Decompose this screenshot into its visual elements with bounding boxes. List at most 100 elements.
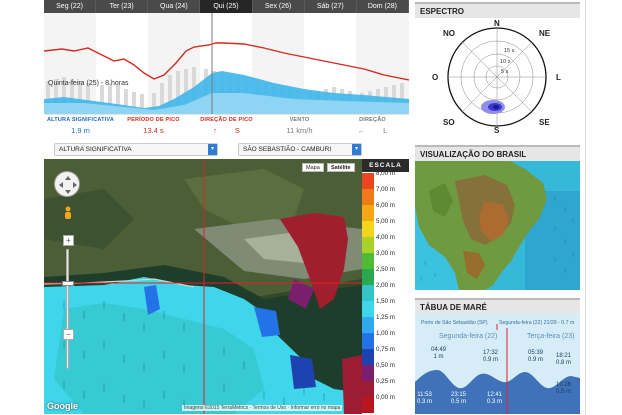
scale-swatch bbox=[362, 221, 374, 237]
tide-event-height: 0.9 m bbox=[483, 357, 499, 363]
period-value: 13.4 s bbox=[143, 126, 164, 135]
dir-no: NO bbox=[443, 29, 455, 38]
tab-day-2[interactable]: Qua (24) bbox=[148, 0, 201, 13]
tab-day-4[interactable]: Sex (26) bbox=[252, 0, 305, 13]
tide-event-1: 11:53 0.3 m bbox=[417, 392, 432, 406]
brasil-map[interactable] bbox=[415, 161, 580, 290]
app-window: Seg (22) Ter (23) Qua (24) Qui (25) Sex … bbox=[44, 0, 585, 415]
tide-event-7: 13:26 0.5 m bbox=[556, 382, 571, 396]
forecast-time-label: Quinta-feira (25) - 8 horas bbox=[48, 80, 129, 87]
scale-label: 2,50 m bbox=[376, 266, 395, 273]
summary-wind-direction: DIREÇÃO ← L bbox=[336, 115, 409, 137]
map-type-satellite[interactable]: Satélite bbox=[327, 163, 355, 172]
scale-label: 5,00 m bbox=[376, 218, 395, 225]
scale-swatch bbox=[362, 333, 374, 349]
tide-event-0: 04:49 1 m bbox=[431, 347, 446, 361]
map-type-mapa[interactable]: Mapa bbox=[302, 163, 324, 172]
brasil-panel: VISUALIZAÇÃO DO BRASIL bbox=[415, 145, 580, 290]
height-scale-legend: ESCALA 8,00 m 7,00 m 6,00 m 5,00 m 4,00 m 3,0… bbox=[362, 159, 409, 414]
scale-item: 2,00 m bbox=[362, 282, 409, 301]
scale-item: 5,00 m bbox=[362, 218, 409, 237]
zoom-out-button[interactable]: − bbox=[63, 329, 74, 340]
scale-swatch bbox=[362, 381, 374, 397]
zoom-in-button[interactable]: + bbox=[63, 235, 74, 246]
wave-map[interactable]: + − Mapa Satélite Google Imagens ©2015 T… bbox=[44, 159, 362, 414]
variable-select-value: ALTURA SIGNIFICATIVA bbox=[59, 146, 132, 153]
scale-item: 0,50 m bbox=[362, 362, 409, 381]
direction-value: S bbox=[234, 126, 240, 135]
tide-event-2: 17:32 0.9 m bbox=[483, 350, 498, 364]
tide-event-height: 0.5 m bbox=[556, 389, 572, 395]
location-select[interactable]: SÃO SEBASTIÃO - CAMBURI ▾ bbox=[238, 143, 362, 156]
tide-title: TÁBUA DE MARÉ bbox=[415, 298, 580, 314]
scale-label: 2,00 m bbox=[376, 282, 395, 289]
tide-event-time: 11:53 bbox=[417, 392, 432, 398]
tide-event-6: 18:21 0.8 m bbox=[556, 353, 571, 367]
forecast-chart[interactable] bbox=[44, 13, 409, 114]
scale-swatch bbox=[362, 237, 374, 253]
tide-day-left: Segunda-feira (22) bbox=[439, 333, 498, 340]
tide-event-time: 18:21 bbox=[556, 353, 572, 359]
tide-event-height: 0.8 m bbox=[556, 360, 572, 366]
summary-period: PERÍODO DE PICO 13.4 s bbox=[117, 115, 190, 137]
map-attribution[interactable]: Imagens ©2015 TerraMetrics · Termos de U… bbox=[182, 405, 343, 411]
tide-event-3: 23:15 0.5 m bbox=[451, 392, 466, 406]
scale-swatch bbox=[362, 397, 374, 413]
google-logo: Google bbox=[47, 401, 78, 411]
summary-direction: DIREÇÃO DE PICO ↑ S bbox=[190, 115, 263, 137]
zoom-slider-track[interactable] bbox=[66, 249, 69, 369]
scale-title: ESCALA bbox=[362, 159, 409, 172]
tab-day-1[interactable]: Ter (23) bbox=[96, 0, 149, 13]
tab-day-3[interactable]: Qui (25) bbox=[200, 0, 253, 13]
tide-event-time: 12:41 bbox=[487, 392, 503, 398]
dir-ne: NE bbox=[539, 29, 551, 38]
summary-height: ALTURA SIGNIFICATIVA 1.9 m bbox=[44, 115, 117, 137]
scale-label: 0,00 m bbox=[376, 394, 395, 401]
street-view-pegman-icon[interactable] bbox=[63, 206, 73, 220]
scale-swatch bbox=[362, 349, 374, 365]
tide-event-height: 0.3 m bbox=[487, 399, 503, 405]
tide-event-height: 0.9 m bbox=[528, 357, 544, 363]
scale-swatch bbox=[362, 189, 374, 205]
wind-arrow-icon: ← bbox=[357, 126, 366, 135]
peak-period-line bbox=[44, 42, 409, 81]
day-tabs: Seg (22) Ter (23) Qua (24) Qui (25) Sex … bbox=[44, 0, 409, 13]
dir-se: SE bbox=[539, 118, 550, 127]
scale-swatch bbox=[362, 317, 374, 333]
tide-event-4: 05:39 0.9 m bbox=[528, 350, 543, 364]
scale-item: 1,25 m bbox=[362, 314, 409, 333]
tab-day-6[interactable]: Dom (28) bbox=[356, 0, 409, 13]
scale-label: 1,25 m bbox=[376, 314, 395, 321]
page-edge bbox=[585, 0, 586, 415]
tide-event-time: 23:15 bbox=[451, 392, 467, 398]
tide-chart-area[interactable]: Porto de São Sebastião (SP) Segunda-feir… bbox=[415, 314, 580, 414]
tide-event-time: 05:39 bbox=[528, 350, 544, 356]
scale-label: 3,00 m bbox=[376, 250, 395, 257]
pan-control[interactable] bbox=[54, 171, 80, 197]
scale-swatch bbox=[362, 253, 374, 269]
zoom-slider-handle[interactable] bbox=[62, 281, 74, 286]
scale-item: 2,50 m bbox=[362, 266, 409, 285]
forecast-panel: Seg (22) Ter (23) Qua (24) Qui (25) Sex … bbox=[44, 0, 409, 137]
variable-select[interactable]: ALTURA SIGNIFICATIVA ▾ bbox=[54, 143, 218, 156]
spectrum-panel: ESPECTRO 15 s 10 s 5 s NO N NE O L SO S … bbox=[415, 2, 580, 133]
tab-day-0[interactable]: Seg (22) bbox=[44, 0, 97, 13]
wave-height-light bbox=[44, 93, 409, 114]
tide-datetime: Segunda-feira (22) 21/29 - 0.7 m bbox=[499, 320, 575, 326]
scale-item: 3,00 m bbox=[362, 250, 409, 269]
tide-event-time: 04:49 bbox=[431, 347, 447, 353]
scale-label: 0,50 m bbox=[376, 362, 395, 369]
map-imagery bbox=[44, 159, 362, 414]
scale-label: 6,00 m bbox=[376, 202, 395, 209]
wind-header: VENTO bbox=[289, 117, 310, 123]
scale-item: 6,00 m bbox=[362, 202, 409, 221]
dir-s: S bbox=[494, 126, 500, 133]
dir-o: O bbox=[432, 73, 438, 82]
scale-item: 8,00 m bbox=[362, 170, 409, 189]
dir-l: L bbox=[556, 73, 561, 82]
scale-swatch bbox=[362, 285, 374, 301]
scale-item: 0,75 m bbox=[362, 346, 409, 365]
tab-day-5[interactable]: Sáb (27) bbox=[304, 0, 357, 13]
ring-label-5: 5 s bbox=[501, 69, 509, 75]
tide-event-height: 0.5 m bbox=[451, 399, 467, 405]
